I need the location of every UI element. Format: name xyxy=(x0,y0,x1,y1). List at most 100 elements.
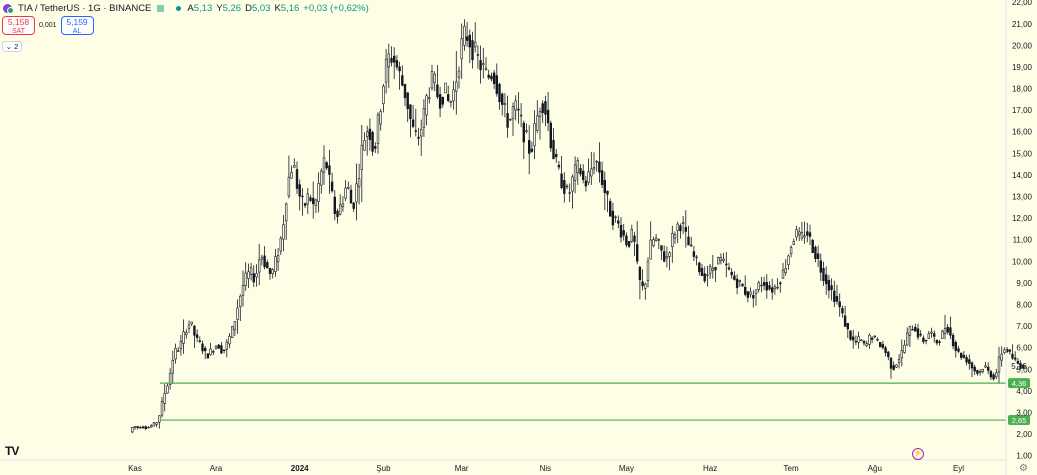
candle xyxy=(803,221,806,244)
candle xyxy=(908,325,912,347)
candle xyxy=(749,287,752,298)
candle xyxy=(573,156,577,194)
candle xyxy=(954,340,958,358)
candle xyxy=(139,426,142,429)
candle xyxy=(268,267,272,280)
candle xyxy=(347,181,350,190)
candle-series xyxy=(131,19,1025,434)
candle xyxy=(333,190,336,221)
candle xyxy=(222,349,226,354)
price-tick-label: 22,00 xyxy=(1012,0,1033,7)
candle xyxy=(795,225,798,241)
candle xyxy=(417,127,420,146)
candle xyxy=(668,251,671,271)
candle xyxy=(336,208,339,224)
indicators-toggle[interactable]: ⌄ 2 xyxy=(2,41,22,52)
candle xyxy=(187,320,191,334)
candle xyxy=(274,248,277,277)
candle xyxy=(544,95,547,127)
time-axis[interactable]: Kas Ara 2024 Şub Mar Nis May Haz Tem Ağu Eyl xyxy=(128,464,964,473)
candle xyxy=(878,342,882,348)
candle xyxy=(752,290,755,308)
candle xyxy=(641,269,644,291)
candle xyxy=(446,85,450,103)
candle xyxy=(754,289,758,306)
candle xyxy=(309,195,312,202)
lightning-icon[interactable]: ⚡ xyxy=(912,448,924,460)
candle xyxy=(546,91,550,132)
candle xyxy=(814,245,817,263)
candle xyxy=(363,132,366,151)
candle xyxy=(665,246,669,268)
candle xyxy=(147,425,150,429)
candle xyxy=(587,158,590,186)
symbol-title[interactable]: TIA / TetherUS · 1G · BINANCE xyxy=(18,2,152,14)
tradingview-logo[interactable]: TV xyxy=(5,444,19,458)
candle xyxy=(206,353,210,359)
candle xyxy=(627,241,631,249)
buy-price: 5,159 xyxy=(66,17,88,27)
candle xyxy=(576,157,580,185)
buy-button[interactable]: 5,159 AL xyxy=(60,16,94,35)
candle xyxy=(676,221,679,244)
candle xyxy=(449,100,453,108)
candle xyxy=(212,349,215,356)
candle xyxy=(433,71,436,92)
price-tick-label: 2,00 xyxy=(1016,430,1032,439)
candle xyxy=(177,347,180,352)
candle xyxy=(468,29,471,64)
candle xyxy=(692,246,696,262)
candle xyxy=(379,108,382,131)
candle xyxy=(646,257,650,288)
candle xyxy=(571,174,574,209)
trade-panel: 5,158 SAT 0,001 5,159 AL xyxy=(2,16,94,35)
candle xyxy=(725,252,728,278)
candle xyxy=(924,339,928,345)
candle xyxy=(1016,358,1020,365)
flag-icon[interactable] xyxy=(157,4,165,12)
candle xyxy=(895,364,898,368)
candle xyxy=(903,339,906,354)
candle xyxy=(179,335,183,356)
candle xyxy=(133,426,137,430)
candle xyxy=(584,175,588,192)
candle xyxy=(957,345,960,354)
ohlc-open: A5,13 xyxy=(187,2,213,14)
candle xyxy=(919,330,922,337)
candle xyxy=(941,329,944,339)
price-tick-label: 9,00 xyxy=(1016,279,1032,288)
candle xyxy=(695,254,698,266)
price-axis[interactable]: 22,00 21,00 20,00 19,00 18,00 17,00 16,00 15,00… xyxy=(1012,0,1033,461)
candle xyxy=(193,324,196,349)
candle xyxy=(168,368,172,390)
candle xyxy=(970,361,974,378)
candle xyxy=(892,361,895,371)
candle xyxy=(773,284,777,295)
candle xyxy=(784,259,787,276)
candle xyxy=(463,19,466,51)
candle xyxy=(703,266,706,284)
price-tick-label: 21,00 xyxy=(1012,20,1033,29)
candle xyxy=(487,69,490,80)
sell-button[interactable]: 5,158 SAT xyxy=(2,16,35,35)
candle xyxy=(681,216,685,235)
candle xyxy=(935,339,939,346)
candle xyxy=(962,351,966,360)
gear-icon[interactable]: ⚙ xyxy=(1019,463,1028,474)
price-tick-label: 18,00 xyxy=(1012,85,1033,94)
candle xyxy=(395,55,399,70)
candle xyxy=(781,262,785,279)
candle xyxy=(911,325,914,331)
candle xyxy=(776,278,779,290)
sell-price: 5,158 xyxy=(7,17,30,27)
candle xyxy=(884,345,887,357)
candle xyxy=(290,165,293,179)
level-price-tag xyxy=(1008,378,1030,389)
time-tick-label: Tem xyxy=(784,464,799,473)
candle xyxy=(492,69,496,89)
price-tick-label: 6,00 xyxy=(1016,344,1032,353)
candle xyxy=(150,424,153,428)
price-tick-label: 7,00 xyxy=(1016,322,1032,331)
candle xyxy=(438,86,442,118)
